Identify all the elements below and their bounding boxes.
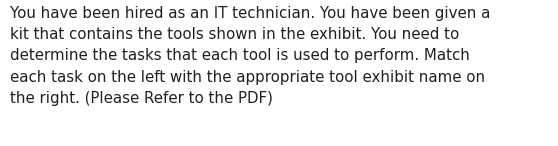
Text: You have been hired as an IT technician. You have been given a
kit that contains: You have been hired as an IT technician.…	[10, 6, 490, 106]
